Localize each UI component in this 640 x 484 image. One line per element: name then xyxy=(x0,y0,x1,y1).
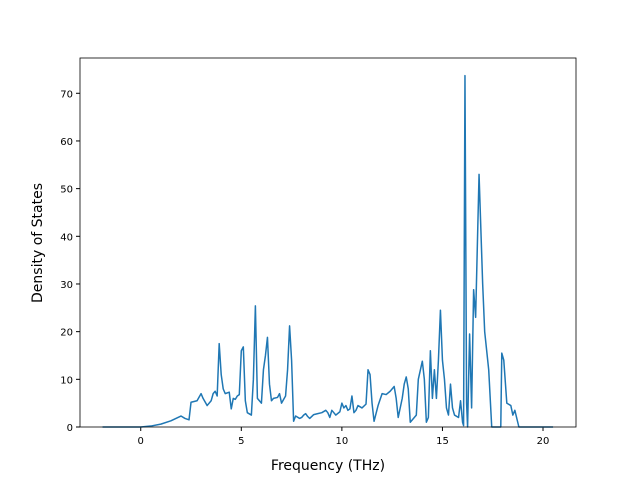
y-tick-label: 60 xyxy=(60,137,73,148)
y-tick-label: 0 xyxy=(67,423,73,434)
x-tick-label: 5 xyxy=(238,436,244,447)
y-tick-label: 10 xyxy=(60,375,73,386)
y-tick-label: 30 xyxy=(60,280,73,291)
y-tick-label: 50 xyxy=(60,185,73,196)
x-axis-label: Frequency (THz) xyxy=(271,458,385,474)
y-tick-label: 40 xyxy=(60,232,73,243)
data-line xyxy=(102,74,554,428)
y-tick-label: 20 xyxy=(60,328,73,339)
y-tick-label: 70 xyxy=(60,89,73,100)
y-axis-label: Density of States xyxy=(30,183,46,303)
plot-frame xyxy=(79,57,577,428)
x-tick-label: 15 xyxy=(436,436,449,447)
x-tick-label: 0 xyxy=(138,436,144,447)
x-tick-label: 10 xyxy=(336,436,349,447)
x-tick-label: 20 xyxy=(537,436,550,447)
